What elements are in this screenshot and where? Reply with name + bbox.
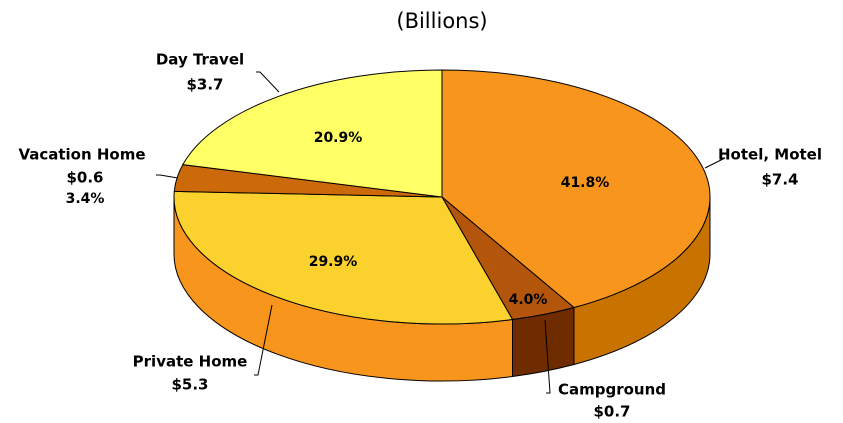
percent-label: 29.9% xyxy=(309,254,358,270)
category-label: Campground xyxy=(558,381,666,399)
leader-line xyxy=(254,304,273,376)
leader-line xyxy=(156,174,179,179)
percent-label: 4.0% xyxy=(509,292,548,308)
value-label: $5.3 xyxy=(171,376,208,394)
percent-label: 20.9% xyxy=(314,130,363,146)
slice xyxy=(173,190,514,325)
category-label: Hotel, Motel xyxy=(718,146,822,164)
chart-subtitle: (Billions) xyxy=(396,9,487,33)
value-label: $7.4 xyxy=(761,171,798,189)
slice xyxy=(182,69,443,198)
leader-line xyxy=(544,319,551,394)
category-label: Private Home xyxy=(133,353,248,371)
leader-line xyxy=(704,157,726,169)
value-label: $3.7 xyxy=(186,76,223,94)
leader-line xyxy=(256,71,280,93)
slice xyxy=(441,69,711,309)
percent-label: 3.4% xyxy=(66,191,105,207)
value-label: $0.7 xyxy=(593,403,630,421)
category-label: Vacation Home xyxy=(18,146,145,164)
percent-label: 41.8% xyxy=(561,175,610,191)
value-label: $0.6 xyxy=(66,169,103,187)
category-label: Day Travel xyxy=(156,51,244,69)
